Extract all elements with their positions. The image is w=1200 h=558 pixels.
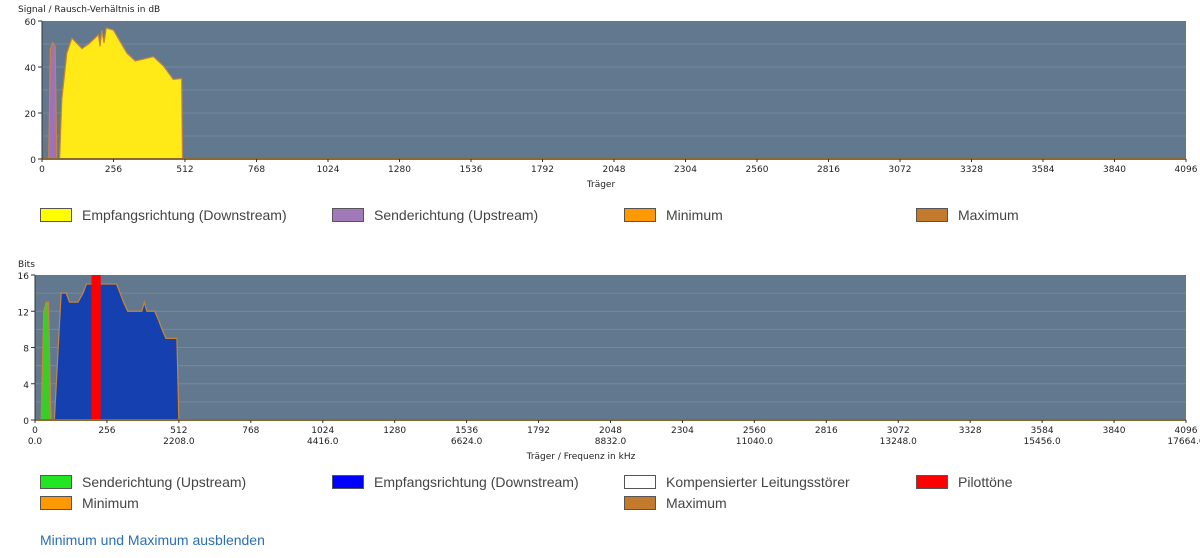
legend-item-minimum: Minimum	[40, 495, 139, 511]
y-tick-label: 0	[30, 156, 36, 166]
x-tick-label: 2560	[743, 426, 766, 436]
legend-swatch	[916, 208, 948, 222]
y-axis-title: Bits	[18, 260, 35, 270]
x-tick-label: 0	[32, 426, 38, 436]
legend-item-upstream: Senderichtung (Upstream)	[332, 207, 538, 223]
legend-label: Pilottöne	[958, 474, 1013, 490]
x-tick-label: 4096	[1175, 165, 1198, 175]
freq-tick-label: 8832.0	[595, 437, 627, 447]
legend-label: Kompensierter Leitungsstörer	[666, 474, 850, 490]
legend-swatch	[624, 496, 656, 510]
legend-label: Maximum	[666, 495, 727, 511]
y-tick-label: 12	[18, 308, 29, 318]
legend-label: Empfangsrichtung (Downstream)	[374, 474, 579, 490]
freq-tick-label: 17664.0	[1167, 437, 1200, 447]
legend-label: Empfangsrichtung (Downstream)	[82, 207, 287, 223]
legend-item-compensated: Kompensierter Leitungsstörer	[624, 474, 850, 490]
x-tick-label: 256	[98, 426, 115, 436]
toggle-min-max-link[interactable]: Minimum und Maximum ausblenden	[40, 532, 265, 548]
x-tick-label: 2560	[746, 165, 769, 175]
y-axis-title: Signal / Rausch-Verhältnis in dB	[18, 5, 160, 15]
legend-item-maximum: Maximum	[916, 207, 1019, 223]
x-tick-label: 2816	[817, 165, 840, 175]
x-tick-label: 1536	[455, 426, 478, 436]
series-area	[58, 27, 184, 160]
y-tick-label: 4	[23, 381, 29, 391]
x-tick-label: 512	[170, 426, 187, 436]
x-tick-label: 2048	[599, 426, 622, 436]
legend-label: Minimum	[82, 495, 139, 511]
freq-tick-label: 2208.0	[163, 437, 195, 447]
freq-tick-label: 4416.0	[307, 437, 339, 447]
x-tick-label: 3840	[1103, 165, 1126, 175]
freq-tick-label: 15456.0	[1024, 437, 1061, 447]
legend-swatch	[40, 208, 72, 222]
x-tick-label: 2304	[671, 426, 694, 436]
x-tick-label: 2304	[674, 165, 697, 175]
legend-item-downstream: Empfangsrichtung (Downstream)	[332, 474, 579, 490]
legend-swatch	[624, 208, 656, 222]
freq-tick-label: 11040.0	[736, 437, 773, 447]
y-tick-label: 0	[23, 417, 29, 427]
x-tick-label: 3072	[887, 426, 910, 436]
legend-item-upstream: Senderichtung (Upstream)	[40, 474, 246, 490]
x-tick-label: 1792	[531, 165, 554, 175]
y-tick-label: 8	[23, 345, 29, 355]
legend-swatch	[332, 475, 364, 489]
x-tick-label: 768	[242, 426, 259, 436]
x-tick-label: 512	[176, 165, 193, 175]
x-tick-label: 1280	[383, 426, 406, 436]
freq-tick-label: 0.0	[28, 437, 43, 447]
x-tick-label: 3584	[1031, 426, 1054, 436]
legend-swatch	[40, 496, 72, 510]
legend-label: Senderichtung (Upstream)	[82, 474, 247, 490]
legend-swatch	[624, 475, 656, 489]
x-tick-label: 2816	[815, 426, 838, 436]
series-area	[91, 275, 101, 420]
x-tick-label: 1536	[460, 165, 483, 175]
x-tick-label: 3840	[1103, 426, 1126, 436]
legend-swatch	[916, 475, 948, 489]
x-tick-label: 768	[248, 165, 265, 175]
x-tick-label: 3328	[959, 426, 982, 436]
legend-swatch	[332, 208, 364, 222]
x-tick-label: 4096	[1175, 426, 1198, 436]
x-tick-label: 3328	[960, 165, 983, 175]
series-area	[53, 283, 180, 421]
legend-item-downstream: Empfangsrichtung (Downstream)	[40, 207, 287, 223]
freq-tick-label: 13248.0	[880, 437, 917, 447]
y-tick-label: 16	[18, 272, 30, 282]
x-tick-label: 3584	[1032, 165, 1055, 175]
freq-tick-label: 6624.0	[451, 437, 483, 447]
x-tick-label: 2048	[603, 165, 626, 175]
legend-label: Minimum	[666, 207, 723, 223]
legend-label: Maximum	[958, 207, 1019, 223]
x-axis-title: Träger / Frequenz in kHz	[526, 452, 636, 462]
x-tick-label: 256	[105, 165, 122, 175]
x-tick-label: 3072	[889, 165, 912, 175]
legend-item-pilot: Pilottöne	[916, 474, 1012, 490]
legend-item-maximum: Maximum	[624, 495, 727, 511]
x-tick-label: 1024	[317, 165, 340, 175]
y-tick-label: 60	[25, 18, 37, 28]
series-area	[48, 41, 58, 160]
x-tick-label: 0	[39, 165, 45, 175]
x-tick-label: 1024	[311, 426, 334, 436]
y-tick-label: 20	[25, 110, 37, 120]
y-tick-label: 40	[25, 64, 37, 74]
x-tick-label: 1280	[388, 165, 411, 175]
legend-swatch	[40, 475, 72, 489]
legend-item-minimum: Minimum	[624, 207, 723, 223]
x-axis-title: Träger	[586, 180, 616, 190]
legend-label: Senderichtung (Upstream)	[374, 207, 539, 223]
x-tick-label: 1792	[527, 426, 550, 436]
